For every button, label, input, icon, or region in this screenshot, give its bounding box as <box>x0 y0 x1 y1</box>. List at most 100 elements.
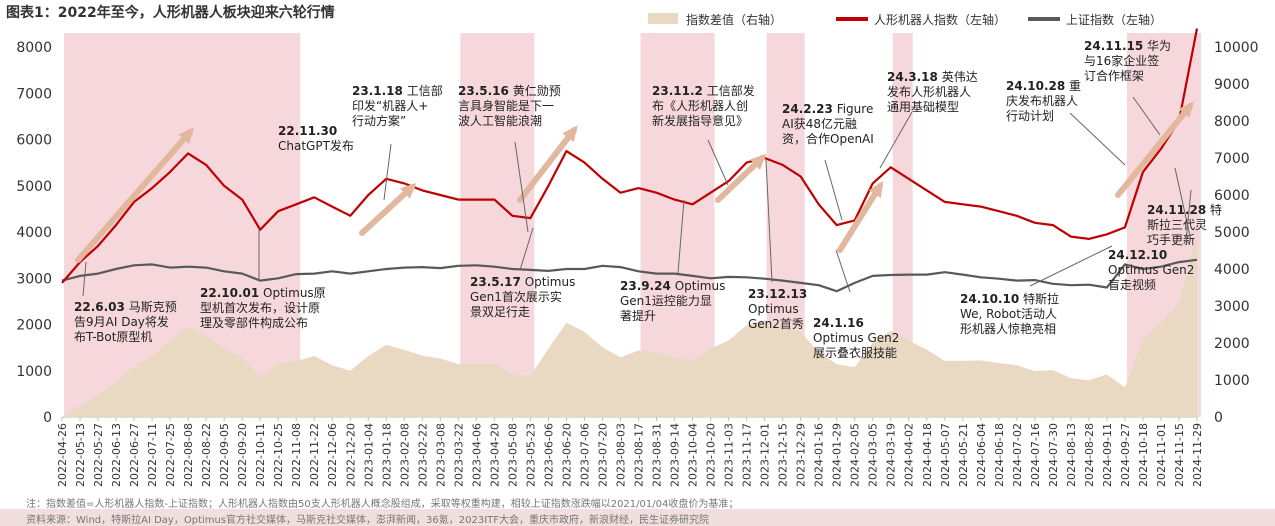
trend-arrow-5 <box>837 180 884 253</box>
x-tick-label: 2024-11-15 <box>1173 423 1186 487</box>
trend-arrow-6 <box>1115 101 1194 198</box>
x-tick-label: 2024-11-01 <box>1155 423 1168 487</box>
x-tick-label: 2022-09-05 <box>218 423 231 487</box>
x-tick-label: 2023-12-01 <box>759 423 772 487</box>
axes-layer: 0 1000 2000 3000 4000 5000 6000 7000 8000 0 1000 20… <box>16 40 1258 487</box>
x-tick-label: 2024-03-19 <box>885 423 898 487</box>
y-left-tick-label: 1000 <box>16 364 52 380</box>
lines-layer <box>61 28 1199 293</box>
y-left-tick-label: 2000 <box>16 318 52 334</box>
x-tick-label: 2023-06-06 <box>542 423 555 487</box>
annotation-16: 24.11.28 特斯拉三代灵巧手更新 <box>1147 167 1222 247</box>
annotation-leader <box>1029 245 1113 287</box>
trend-arrow-head <box>562 125 578 142</box>
x-tick-label: 2024-10-18 <box>1137 423 1150 487</box>
annotation-1: 22.6.03 马斯克预告9月AI Day将发布T-Bot原型机 <box>74 261 177 344</box>
x-tick-label: 2023-10-04 <box>687 423 700 487</box>
x-tick-label: 2022-06-27 <box>128 423 141 487</box>
trend-arrow-4 <box>715 153 767 203</box>
x-tick-label: 2024-03-05 <box>867 423 880 487</box>
annotation-12: 24.3.18 英伟达发布人形机器人通用基础模型 <box>879 70 978 169</box>
x-tick-label: 2023-07-20 <box>596 423 609 487</box>
annotation-leader <box>824 159 843 221</box>
x-tick-label: 2024-09-27 <box>1119 423 1132 487</box>
chart-note: 注：指数差值=人形机器人指数-上证指数；人形机器人指数由50支人形机器人概念股组… <box>26 499 739 510</box>
y-right-tick-label: 2000 <box>1214 336 1250 352</box>
x-tick-label: 2022-09-20 <box>236 423 249 487</box>
x-tick-label: 2022-12-06 <box>326 423 339 487</box>
legend-item-2: 人形机器人指数（左轴） <box>836 12 1006 27</box>
series-area-spread <box>62 232 1197 417</box>
annotation-10: 24.1.16 Optimus Gen2 展示叠衣服技能 <box>813 249 899 360</box>
annotation-text: 23.12.13 Optimus Gen2首秀 <box>748 287 807 331</box>
x-tick-label: 2022-11-22 <box>308 423 321 487</box>
legend-label: 人形机器人指数（左轴） <box>874 12 1006 27</box>
trend-arrow-head <box>178 127 194 144</box>
annotation-text: 23.5.16 黄仁勋预言具身智能是下一波人工智能浪潮 <box>458 84 561 128</box>
source-bar-bg <box>0 509 1275 526</box>
x-tick-label: 2023-07-06 <box>578 423 591 487</box>
annotation-leader <box>707 139 729 186</box>
legend-swatch <box>648 13 678 24</box>
annotation-text: 24.10.28 重庆发布机器人行动计划 <box>1006 79 1081 123</box>
x-tick-label: 2023-04-20 <box>488 423 501 487</box>
trend-arrow-shaft <box>75 129 193 263</box>
x-tick-label: 2023-01-04 <box>362 423 375 487</box>
highlight-band-5 <box>892 33 913 417</box>
x-tick-label: 2023-02-08 <box>398 423 411 487</box>
annotation-text: 23.1.18 工信部印发“机器人+行动方案” <box>352 83 443 128</box>
annotation-leader <box>82 261 87 297</box>
x-tick-label: 2024-08-28 <box>1083 423 1096 487</box>
y-right-tick-label: 10000 <box>1214 40 1259 56</box>
annotation-leader <box>1185 189 1192 243</box>
y-right-tick-label: 4000 <box>1214 262 1250 278</box>
x-tick-label: 2024-09-11 <box>1101 423 1114 487</box>
y-left-tick-label: 0 <box>43 410 52 426</box>
highlight-band-2 <box>460 33 535 417</box>
spread-area-layer <box>62 232 1197 417</box>
annotation-text: 24.2.23 Figure AI获48亿元融资，合作OpenAI <box>782 102 874 146</box>
annotation-7: 23.9.24 Optimus Gen1运控能力显著提升 <box>620 199 725 323</box>
annotation-leader <box>514 141 529 233</box>
trend-arrow-shaft <box>837 183 883 253</box>
x-tick-label: 2023-05-23 <box>524 423 537 487</box>
annotation-text: 24.12.10 Optimus Gen2 盲走视频 <box>1108 248 1194 292</box>
annotation-text: 24.10.10 特斯拉 We, Robot活动人形机器人惊艳亮相 <box>960 291 1059 336</box>
trend-arrow-2 <box>359 182 417 236</box>
annotation-2: 22.10.01 Optimus原型机首次发布，设计原理及零部件构成公布 <box>200 230 326 330</box>
annotation-4: 23.1.18 工信部印发“机器人+行动方案” <box>352 83 443 201</box>
x-tick-label: 2022-12-20 <box>344 423 357 487</box>
series-line-shanghai <box>61 258 1198 293</box>
x-tick-label: 2023-03-22 <box>452 423 465 487</box>
x-tick-label: 2022-10-11 <box>254 423 267 487</box>
y-right-tick-label: 0 <box>1214 410 1223 426</box>
x-tick-label: 2023-04-06 <box>470 423 483 487</box>
x-tick-label: 2023-11-17 <box>741 423 754 487</box>
x-tick-label: 2023-08-31 <box>651 423 664 487</box>
annotation-text: 24.11.15 华为与16家企业签订合作框架 <box>1084 39 1171 83</box>
annotation-text: 22.6.03 马斯克预告9月AI Day将发布T-Bot原型机 <box>74 300 177 344</box>
x-tick-label: 2024-04-18 <box>921 423 934 487</box>
x-tick-label: 2022-11-08 <box>290 423 303 487</box>
annotation-leader <box>1132 96 1161 136</box>
x-tick-label: 2022-08-08 <box>182 423 195 487</box>
annotation-text: 24.3.18 英伟达发布人形机器人通用基础模型 <box>887 70 978 114</box>
x-tick-label: 2023-08-03 <box>614 423 627 487</box>
x-tick-label: 2024-07-30 <box>1047 423 1060 487</box>
annotation-13: 24.10.10 特斯拉 We, Robot活动人形机器人惊艳亮相 <box>960 245 1113 336</box>
annotation-text: 23.9.24 Optimus Gen1运控能力显著提升 <box>620 279 725 323</box>
x-tick-label: 2023-10-20 <box>705 423 718 487</box>
y-right-tick-label: 5000 <box>1214 225 1250 241</box>
x-tick-label: 2023-12-15 <box>777 423 790 487</box>
x-tick-label: 2024-06-04 <box>975 423 988 487</box>
y-left-tick-label: 5000 <box>16 179 52 195</box>
chart-title: 图表1：2022年至今，人形机器人板块迎来六轮行情 <box>6 5 335 21</box>
x-tick-label: 2024-01-16 <box>813 423 826 487</box>
annotation-text: 22.10.01 Optimus原型机首次发布，设计原理及零部件构成公布 <box>200 286 326 330</box>
y-right-tick-label: 7000 <box>1214 151 1250 167</box>
annotation-text: 24.1.16 Optimus Gen2 展示叠衣服技能 <box>813 316 899 360</box>
x-tick-label: 2022-05-13 <box>74 423 87 487</box>
x-tick-label: 2023-03-08 <box>434 423 447 487</box>
y-right-tick-label: 1000 <box>1214 373 1250 389</box>
